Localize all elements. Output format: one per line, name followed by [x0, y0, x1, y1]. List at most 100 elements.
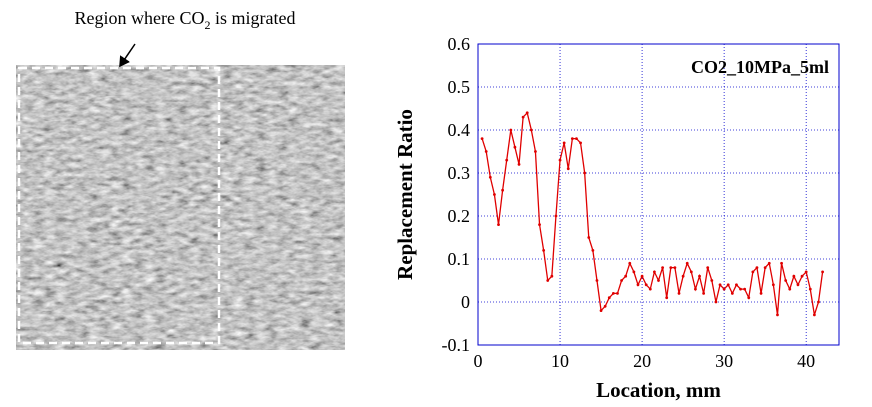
data-point — [710, 279, 714, 282]
data-point — [751, 270, 755, 274]
data-point — [755, 266, 759, 269]
x-tick-label: 40 — [797, 351, 815, 371]
data-point — [784, 279, 788, 282]
data-point — [648, 287, 652, 291]
y-tick-label: -0.1 — [442, 335, 471, 355]
data-point — [546, 279, 550, 282]
data-point — [640, 274, 644, 278]
data-point — [730, 292, 734, 295]
data-point — [525, 111, 529, 115]
data-point — [480, 137, 484, 141]
data-point — [493, 193, 496, 196]
region-box — [17, 66, 221, 345]
data-point — [743, 287, 747, 291]
data-point — [780, 261, 783, 265]
data-point — [771, 283, 775, 287]
data-point — [718, 283, 722, 287]
data-point — [517, 163, 521, 166]
data-point — [685, 261, 689, 265]
data-point — [587, 236, 591, 239]
data-point — [677, 292, 681, 295]
y-tick-label: 0.6 — [448, 34, 471, 54]
data-point — [570, 137, 574, 141]
data-point — [767, 261, 771, 265]
y-tick-label: 0 — [461, 292, 470, 312]
data-point — [521, 115, 525, 119]
data-point — [566, 167, 570, 171]
data-point — [575, 137, 578, 141]
data-point — [583, 171, 587, 175]
ct-image — [16, 65, 345, 350]
data-point — [698, 274, 701, 278]
data-point — [817, 300, 820, 304]
x-axis-title: Location, mm — [596, 378, 721, 402]
data-point — [579, 141, 582, 145]
data-point — [513, 145, 517, 149]
data-point — [529, 128, 533, 132]
data-point — [501, 188, 505, 192]
data-point — [702, 292, 706, 295]
data-point — [808, 287, 812, 291]
data-point — [620, 279, 623, 282]
y-tick-label: 0.4 — [448, 120, 471, 140]
data-point — [821, 270, 824, 274]
data-point — [632, 270, 636, 274]
chart: -0.100.10.20.30.40.50.60 10 20 30 40Location… — [393, 34, 840, 402]
data-point — [550, 274, 554, 278]
y-axis-title: Replacement Ratio — [393, 109, 417, 280]
data-point — [652, 270, 656, 274]
data-point — [804, 270, 808, 274]
data-point — [542, 249, 546, 252]
data-point — [776, 313, 779, 317]
data-point — [624, 274, 628, 278]
legend-label: CO2_10MPa_5ml — [691, 57, 829, 77]
data-point — [796, 283, 800, 287]
data-point — [673, 266, 677, 269]
data-point — [591, 249, 595, 252]
data-point — [607, 296, 611, 300]
data-point — [628, 261, 632, 265]
y-tick-label: 0.3 — [448, 163, 471, 183]
data-point — [616, 292, 619, 295]
data-point — [694, 287, 697, 291]
data-point — [611, 292, 615, 295]
data-point — [722, 287, 726, 291]
plot-frame — [477, 43, 840, 346]
data-point — [665, 296, 669, 300]
data-point — [603, 304, 607, 308]
series-line — [481, 111, 824, 316]
y-tick-label: 0.2 — [448, 206, 471, 226]
data-point — [538, 223, 541, 227]
data-point — [644, 283, 648, 287]
data-point — [488, 175, 492, 179]
arrow — [119, 43, 136, 68]
data-point — [509, 128, 513, 132]
data-point — [661, 266, 665, 269]
data-point — [747, 296, 751, 300]
data-point — [706, 266, 710, 269]
data-point — [669, 266, 673, 269]
data-point — [599, 309, 603, 312]
y-tick-label: 0.1 — [448, 249, 471, 269]
data-point — [812, 313, 816, 317]
data-point — [714, 300, 718, 304]
data-point — [763, 266, 767, 269]
data-point — [657, 279, 660, 282]
data-point — [681, 274, 685, 278]
data-point — [534, 150, 537, 153]
data-point — [800, 274, 804, 278]
data-point — [505, 158, 509, 162]
data-point — [726, 283, 730, 287]
x-tick-label: 20 — [633, 351, 651, 371]
data-point — [792, 274, 796, 278]
data-point — [558, 158, 562, 162]
x-tick-label: 30 — [715, 351, 733, 371]
data-point — [788, 287, 792, 291]
data-point — [562, 141, 566, 145]
x-tick-label: 10 — [551, 351, 569, 371]
data-point — [497, 223, 500, 227]
data-point — [636, 283, 640, 287]
data-point — [554, 214, 558, 218]
data-point — [759, 292, 763, 295]
